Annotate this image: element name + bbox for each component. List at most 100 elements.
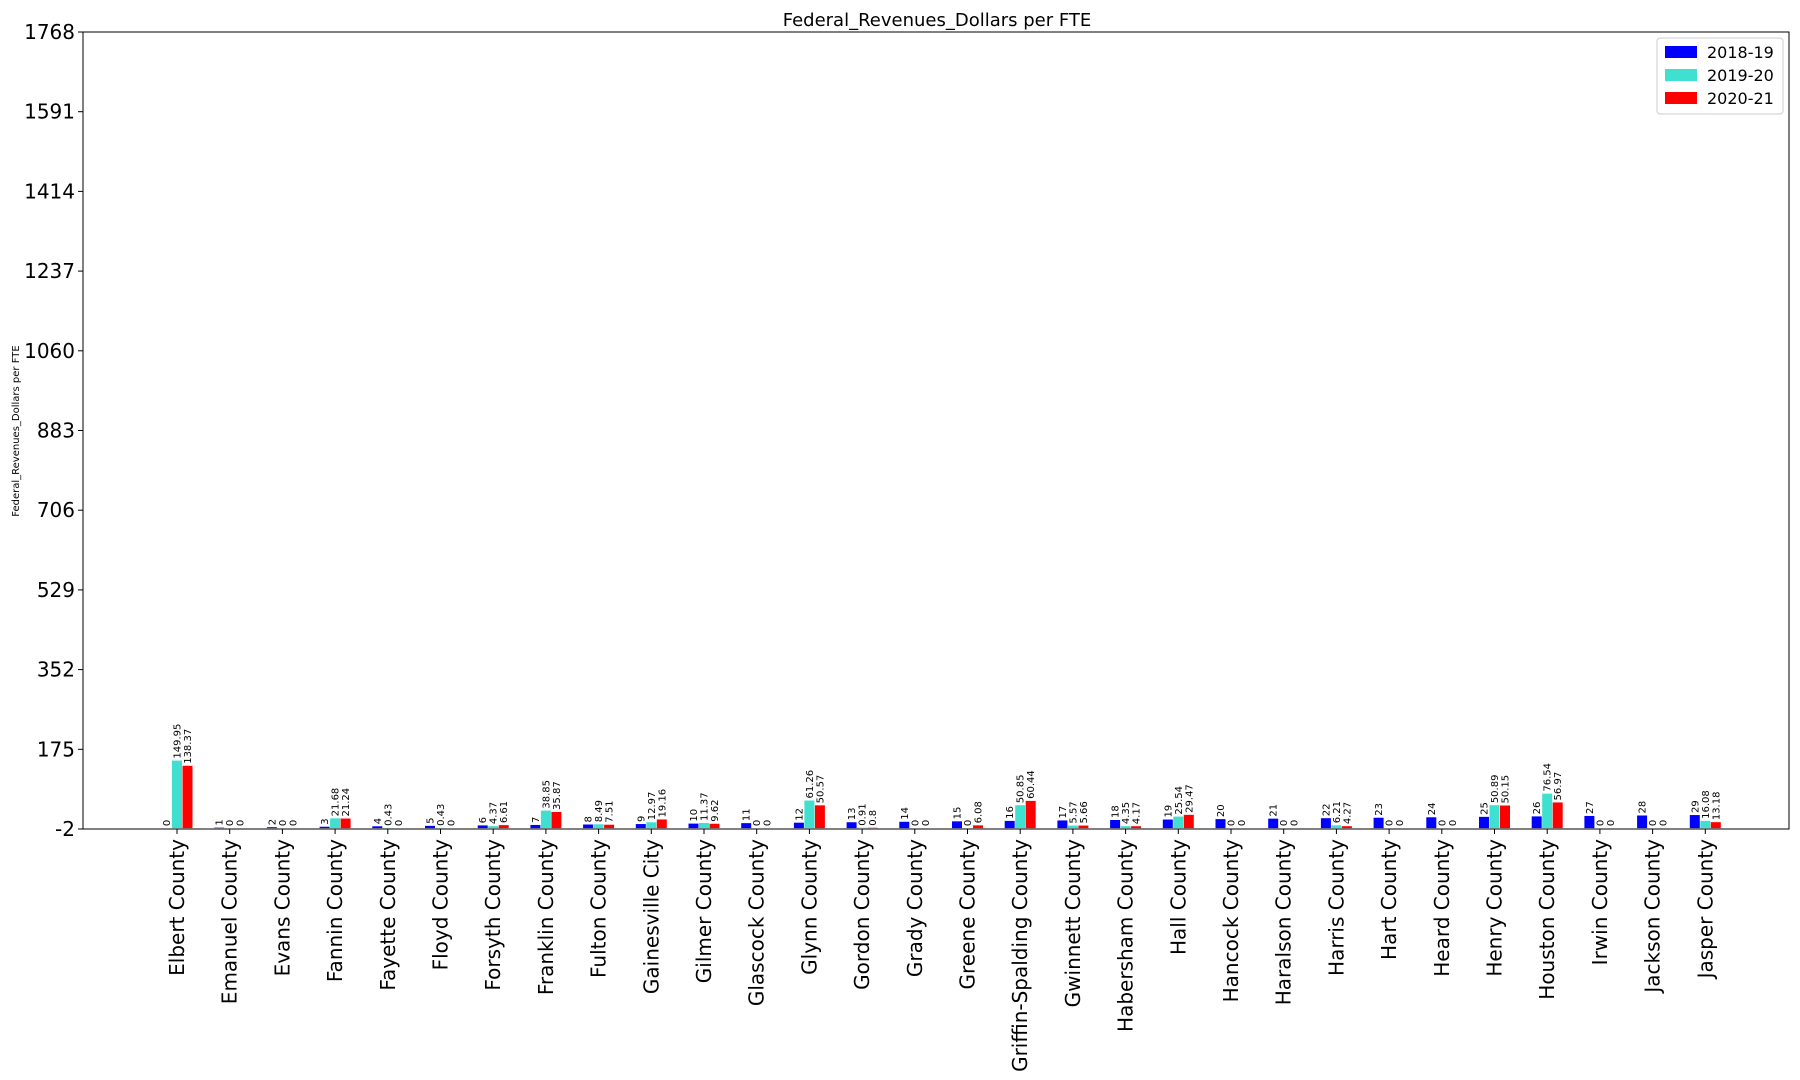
bar-value-label: 11.37 xyxy=(700,792,711,821)
bar-value-label: 9 xyxy=(636,816,647,822)
x-tick-label: Heard County xyxy=(1430,839,1454,977)
bar xyxy=(1162,819,1173,829)
x-tick-label: Henry County xyxy=(1483,839,1507,977)
bar xyxy=(741,823,752,829)
bar-value-label: 10 xyxy=(689,809,700,822)
bar-value-label: 0 xyxy=(1385,820,1396,826)
x-tick-label: Irwin County xyxy=(1588,839,1612,965)
x-tick-label: Franklin County xyxy=(534,839,558,995)
bar xyxy=(1183,814,1194,829)
bar xyxy=(1479,816,1489,829)
bar xyxy=(1426,817,1437,829)
bar-value-label: 0 xyxy=(394,820,405,826)
x-tick-label: Gainesville City xyxy=(639,839,663,994)
y-tick-label: 1060 xyxy=(24,339,75,363)
bar-value-label: 29 xyxy=(1690,800,1701,813)
bar xyxy=(656,819,667,829)
bar xyxy=(1173,816,1184,829)
bar-value-label: 17 xyxy=(1058,806,1069,819)
x-tick-label: Jasper County xyxy=(1693,839,1717,981)
bar-value-label: 0 xyxy=(1290,820,1301,826)
bar xyxy=(583,824,594,829)
bar-value-label: 26 xyxy=(1532,802,1543,815)
y-tick-label: 1414 xyxy=(24,179,75,203)
bar-value-label: 0.91 xyxy=(858,803,869,825)
x-tick-label: Hall County xyxy=(1166,839,1190,955)
bar-value-label: 5.66 xyxy=(1079,801,1090,823)
x-tick-label: Habersham County xyxy=(1114,839,1138,1032)
bar-value-label: 21.68 xyxy=(331,788,342,817)
bar xyxy=(973,825,983,829)
y-tick-label: 352 xyxy=(37,658,75,682)
bar xyxy=(477,825,488,829)
bar-value-label: 1 xyxy=(215,819,226,825)
bar-value-label: 5 xyxy=(426,817,437,823)
bar xyxy=(530,824,541,829)
y-tick-label: 175 xyxy=(37,737,75,761)
bar-value-label: 4.17 xyxy=(1132,802,1143,824)
bar xyxy=(699,822,709,829)
bar-value-label: 0 xyxy=(447,820,458,826)
bar xyxy=(1067,825,1078,829)
bar xyxy=(1131,826,1142,829)
bar-value-label: 6.21 xyxy=(1332,801,1343,823)
y-axis-label: Federal_Revenues_Dollars per FTE xyxy=(11,345,22,516)
bar-value-label: 50.57 xyxy=(815,775,826,804)
legend-label: 2018-19 xyxy=(1707,43,1774,62)
x-tick-label: Grady County xyxy=(903,839,927,977)
bar-value-label: 0 xyxy=(236,820,247,826)
bar xyxy=(330,818,341,829)
y-tick-label: 883 xyxy=(37,419,75,443)
bar-value-label: 0 xyxy=(162,820,173,826)
bar-value-label: 20 xyxy=(1216,804,1227,817)
x-tick-label: Jackson County xyxy=(1641,839,1665,995)
bar-value-label: 21.24 xyxy=(341,788,352,817)
bar-value-label: 8.49 xyxy=(594,800,605,822)
bar-value-label: 0 xyxy=(1279,820,1290,826)
bar-value-label: 4.27 xyxy=(1342,802,1353,824)
chart-title: Federal_Revenues_Dollars per FTE xyxy=(783,10,1092,31)
bar xyxy=(899,821,910,829)
y-tick-label: 1768 xyxy=(24,20,75,44)
bar-value-label: 28 xyxy=(1638,801,1649,814)
bar-value-label: 27 xyxy=(1585,801,1596,814)
bar-value-label: 149.95 xyxy=(173,724,184,759)
bar-value-label: 38.85 xyxy=(541,780,552,809)
y-tick-label: 1237 xyxy=(24,259,75,283)
bar xyxy=(319,826,330,829)
x-tick-label: Gordon County xyxy=(850,839,874,990)
bar-value-label: 19.16 xyxy=(657,789,668,818)
bar-value-label: 2 xyxy=(267,819,278,825)
bar xyxy=(172,760,182,829)
bar-value-label: 0 xyxy=(752,820,763,826)
bar xyxy=(1373,817,1384,829)
bar xyxy=(1584,815,1595,829)
bar-value-label: 22 xyxy=(1321,803,1332,816)
bar-value-label: 0 xyxy=(1659,820,1670,826)
legend-swatch xyxy=(1665,69,1697,81)
bar xyxy=(266,827,277,829)
bar-value-label: 50.89 xyxy=(1490,775,1501,804)
bar-value-label: 5.57 xyxy=(1068,801,1079,823)
bar xyxy=(1268,818,1279,829)
bar xyxy=(1004,820,1015,829)
x-tick-label: Glascock County xyxy=(745,839,769,1006)
bar-value-label: 12 xyxy=(794,808,805,821)
x-tick-label: Fulton County xyxy=(587,839,611,978)
bar xyxy=(1689,815,1700,829)
bar xyxy=(425,825,435,829)
bar-value-label: 0 xyxy=(278,820,289,826)
bar-value-label: 76.54 xyxy=(1543,763,1554,792)
bar xyxy=(646,822,657,829)
bar xyxy=(498,825,509,829)
x-tick-label: Forsyth County xyxy=(481,839,505,991)
bar xyxy=(1078,825,1089,829)
bar-value-label: 60.44 xyxy=(1026,770,1037,799)
bar xyxy=(604,824,615,829)
bar-value-label: 13.18 xyxy=(1711,792,1722,821)
bar xyxy=(952,821,962,829)
x-tick-label: Fayette County xyxy=(376,839,400,991)
bar-value-label: 0 xyxy=(1395,820,1406,826)
legend: 2018-19 2019-20 2020-21 xyxy=(1656,37,1784,115)
bar-value-label: 7.51 xyxy=(605,800,616,822)
